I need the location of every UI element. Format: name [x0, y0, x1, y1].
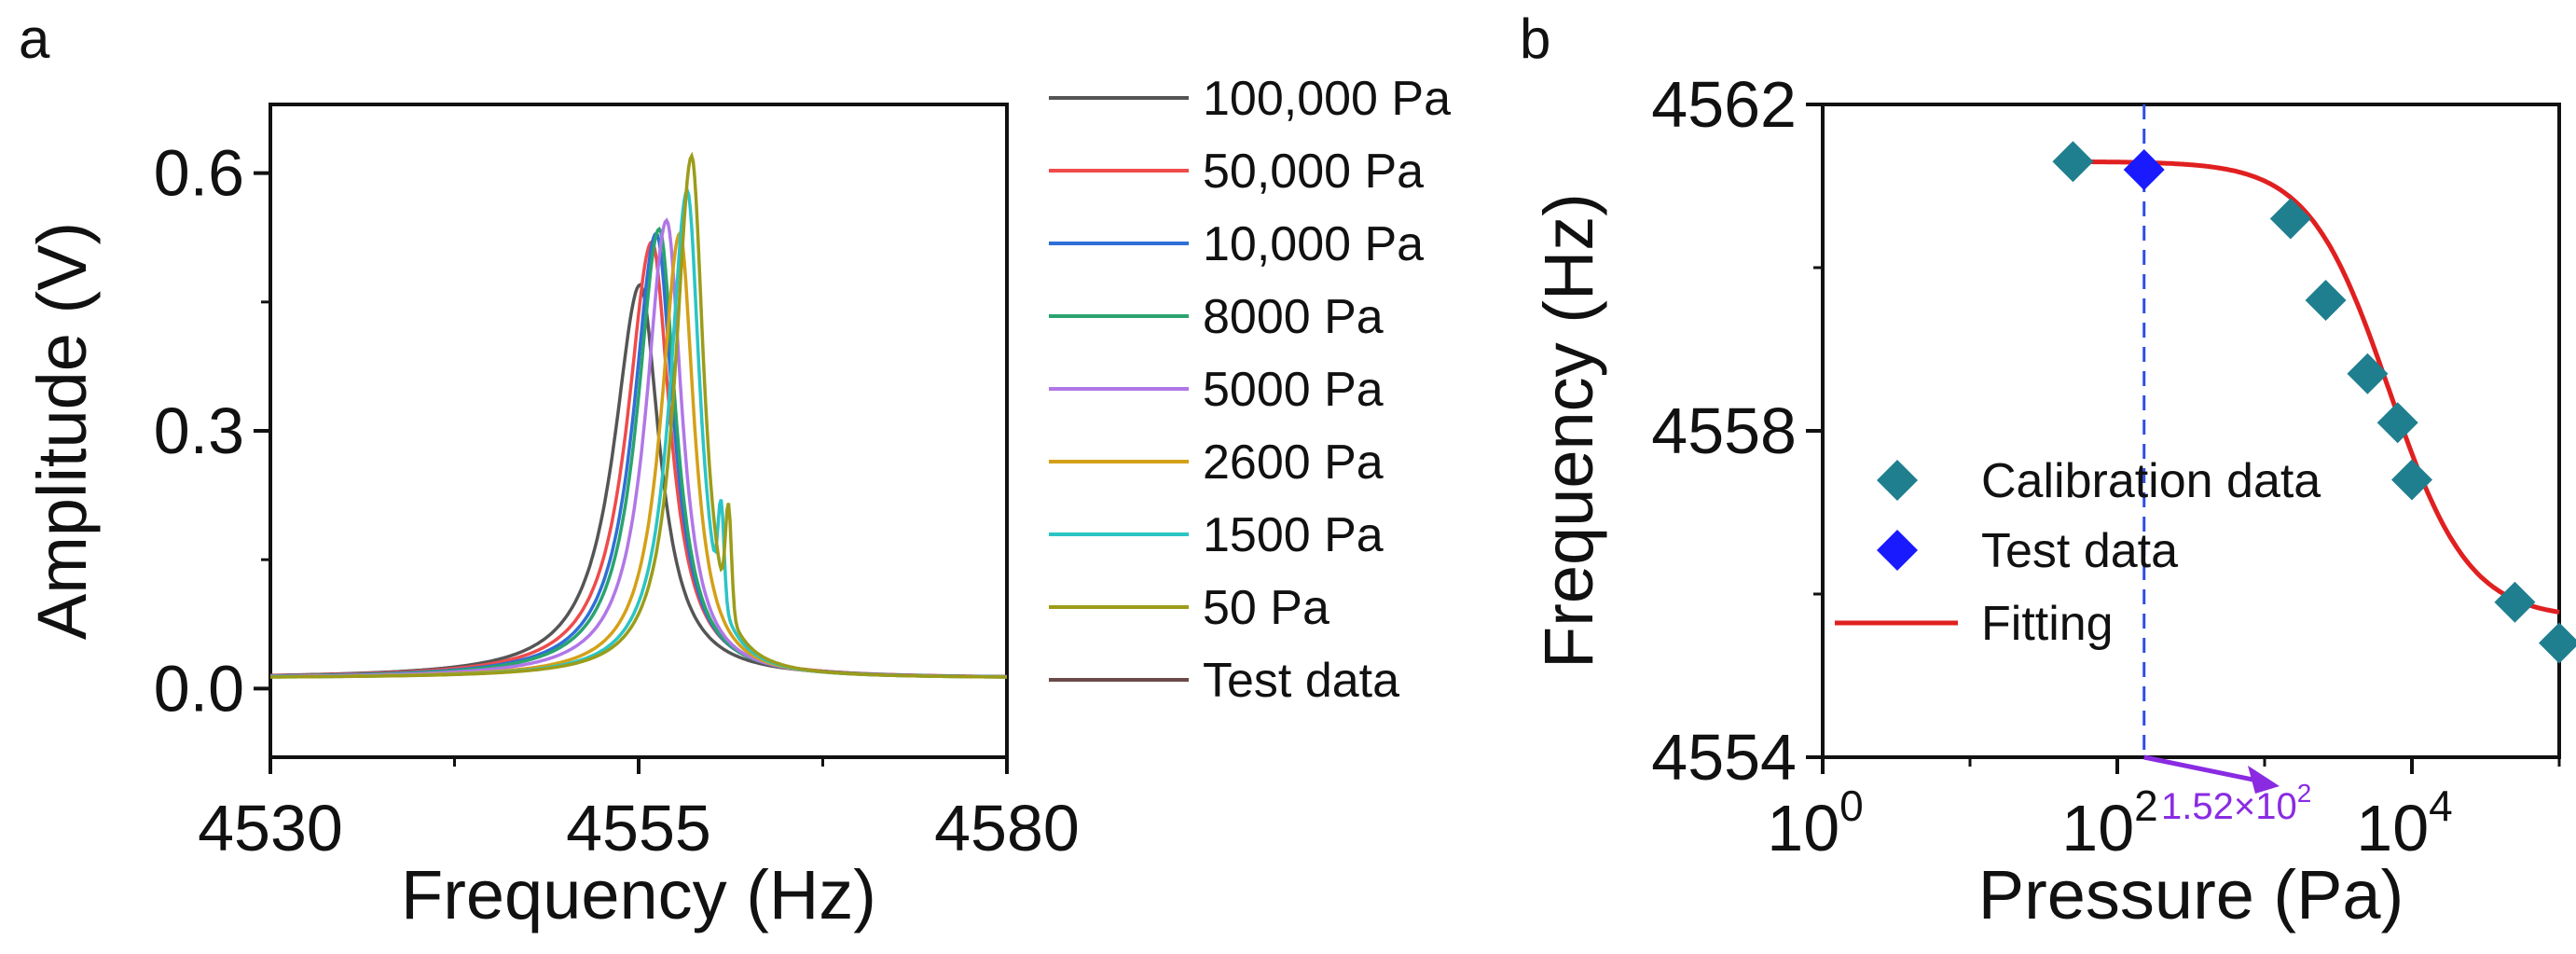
- panel-label-b: b: [1520, 7, 1550, 70]
- a-y-tick-label-2: 0.6: [154, 137, 244, 210]
- annotation-label: 1.52×102: [2161, 779, 2311, 827]
- calibration-point-1: [2269, 198, 2311, 240]
- b-legend-swatch-0: [1877, 460, 1918, 501]
- chart-a-x-axis-title: Frequency (Hz): [401, 856, 876, 933]
- legend-label-7: 50 Pa: [1203, 581, 1329, 635]
- legend-label-3: 8000 Pa: [1203, 290, 1384, 344]
- a-y-tick-label-0: 0.0: [154, 652, 244, 725]
- legend-label-2: 10,000 Pa: [1203, 217, 1424, 271]
- legend-label-6: 1500 Pa: [1203, 508, 1384, 562]
- a-x-tick-label-0: 4530: [198, 792, 343, 864]
- test-data-point: [2123, 149, 2165, 190]
- annotation-exponent: 2: [2297, 779, 2312, 808]
- chart-a-frame: [269, 103, 1009, 759]
- b-y-tick-label-1: 4558: [1651, 394, 1797, 467]
- b-x-tick-exponent: 0: [1839, 781, 1864, 830]
- calibration-point-7: [2539, 622, 2576, 664]
- chart-a-legend: 100,000 Pa 50,000 Pa 10,000 Pa 8000 Pa 5000 …: [1049, 72, 1451, 708]
- b-legend-label-0: Calibration data: [1981, 454, 2321, 508]
- legend-label-4: 5000 Pa: [1203, 363, 1384, 417]
- calibration-point-6: [2494, 581, 2536, 623]
- calibration-point-0: [2052, 141, 2094, 183]
- legend-label-8: Test data: [1203, 654, 1399, 708]
- annotation-arrow-head: [2248, 766, 2280, 794]
- b-x-tick-label-2: 104: [2356, 781, 2452, 864]
- chart-b-frame: [1821, 103, 2561, 759]
- chart-a: 4530 4555 4580 0.0 0.3 0.6 100,000 Pa 50,000 P…: [23, 72, 1451, 933]
- a-x-tick-label-2: 4580: [934, 792, 1080, 864]
- spectrum-curve-7: [270, 151, 1007, 679]
- b-x-tick-base: 10: [2356, 792, 2429, 864]
- b-legend-label-1: Test data: [1981, 524, 2178, 578]
- chart-a-axes: 4530 4555 4580 0.0 0.3 0.6: [154, 137, 1080, 864]
- spectrum-curve-3: [270, 226, 1007, 679]
- b-x-tick-base: 10: [2061, 792, 2134, 864]
- b-x-tick-label-1: 102: [2061, 781, 2157, 864]
- b-legend-swatch-1: [1877, 530, 1918, 571]
- chart-b-x-axis-title: Pressure (Pa): [1978, 856, 2404, 933]
- a-x-tick-label-1: 4555: [566, 792, 711, 864]
- chart-b-y-axis-title: Frequency (Hz): [1530, 193, 1607, 669]
- legend-label-0: 100,000 Pa: [1203, 72, 1451, 126]
- b-legend-label-2: Fitting: [1981, 597, 2114, 651]
- chart-b-series-layer: 1.52×102: [2052, 104, 2576, 827]
- b-x-tick-exponent: 4: [2429, 781, 2453, 830]
- a-y-tick-label-1: 0.3: [154, 394, 244, 467]
- chart-a-series-layer: [269, 151, 1008, 679]
- chart-a-y-axis-title: Amplitude (V): [23, 222, 101, 640]
- legend-label-1: 50,000 Pa: [1203, 145, 1424, 199]
- chart-b-legend: Calibration data Test data Fitting: [1835, 454, 2321, 651]
- calibration-point-5: [2391, 459, 2432, 501]
- b-x-tick-base: 10: [1767, 792, 1839, 864]
- panel-label-a: a: [19, 7, 50, 70]
- b-y-tick-label-0: 4554: [1651, 721, 1797, 794]
- calibration-point-3: [2347, 353, 2389, 394]
- legend-label-5: 2600 Pa: [1203, 436, 1384, 490]
- calibration-point-4: [2376, 402, 2418, 444]
- spectrum-curve-6: [269, 186, 1007, 679]
- annotation-mantissa: 1.52×10: [2161, 786, 2297, 827]
- calibration-point-2: [2305, 280, 2347, 321]
- annotation-arrow-line: [2143, 754, 2267, 785]
- b-y-tick-label-2: 4562: [1651, 68, 1797, 141]
- b-x-tick-label-0: 100: [1767, 781, 1863, 864]
- b-x-tick-exponent: 2: [2134, 781, 2158, 830]
